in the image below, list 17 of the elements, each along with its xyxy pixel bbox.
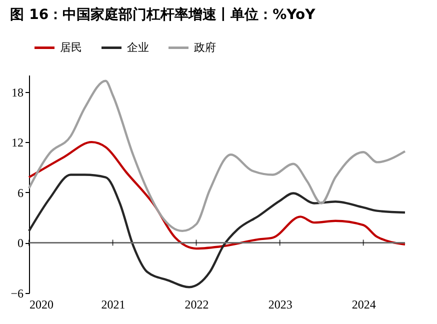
legend-label: 企业 [127, 40, 149, 54]
line-series [28, 140, 406, 250]
y-tick-label: 0 [18, 236, 24, 250]
x-tick-label: 2024 [352, 298, 376, 312]
x-tick-label: 2020 [30, 298, 54, 312]
legend-label: 居民 [60, 40, 82, 54]
y-tick-label: 6 [18, 186, 24, 200]
x-tick-label: 2023 [268, 298, 292, 312]
y-tick-label: 12 [12, 136, 24, 150]
chart-title: 图 16：中国家庭部门杠杆率增速丨单位：%YoY [10, 6, 316, 23]
x-tick-label: 2021 [101, 298, 126, 312]
line-series [28, 80, 406, 232]
legend-label: 政府 [194, 40, 216, 54]
line-series [28, 174, 406, 288]
y-tick-label: −6 [10, 286, 24, 300]
y-tick-label: 18 [12, 85, 24, 100]
x-tick-label: 2022 [184, 298, 209, 312]
